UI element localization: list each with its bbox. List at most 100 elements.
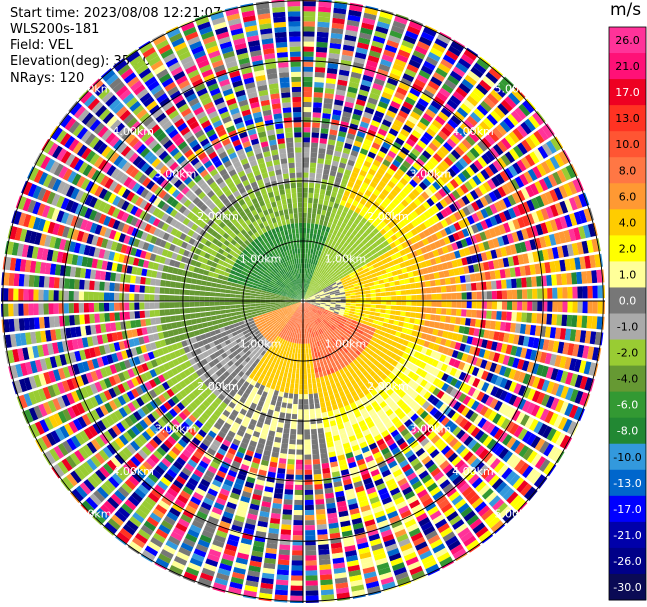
radar-gate xyxy=(236,552,250,560)
radar-gate xyxy=(364,258,371,264)
radar-gate xyxy=(426,197,435,207)
radar-gate xyxy=(348,335,354,341)
radar-gate xyxy=(305,580,318,586)
radar-gate xyxy=(345,164,354,172)
radar-gate xyxy=(272,339,277,346)
radar-gate xyxy=(317,288,323,293)
radar-gate xyxy=(329,394,335,401)
radar-gate xyxy=(376,301,382,305)
radar-gate xyxy=(450,316,456,324)
radar-gate xyxy=(334,145,343,153)
radar-gate xyxy=(252,493,262,501)
radar-gate xyxy=(205,520,218,530)
radar-gate xyxy=(317,287,322,292)
radar-gate xyxy=(368,340,376,346)
radar-gate xyxy=(418,181,428,191)
radar-gate xyxy=(352,359,359,366)
radar-gate xyxy=(306,318,309,324)
radar-gate xyxy=(320,402,326,408)
radar-gate xyxy=(300,343,303,349)
radar-gate xyxy=(365,392,373,400)
radar-gate xyxy=(370,327,376,333)
radar-gate xyxy=(289,315,294,321)
radar-gate xyxy=(332,355,338,362)
radar-gate xyxy=(256,525,268,533)
radar-gate xyxy=(420,437,430,447)
radar-gate xyxy=(546,140,557,154)
radar-gate xyxy=(305,301,311,304)
radar-gate xyxy=(393,566,407,576)
radar-gate xyxy=(328,277,334,282)
radar-gate xyxy=(476,391,485,402)
radar-gate xyxy=(522,301,528,311)
radar-gate xyxy=(275,316,281,321)
radar-gate xyxy=(86,411,96,424)
radar-gate xyxy=(304,302,309,307)
radar-gate xyxy=(225,349,232,356)
radar-gate xyxy=(305,289,309,295)
radar-gate xyxy=(578,193,588,208)
radar-gate xyxy=(212,439,222,448)
radar-gate xyxy=(289,362,294,369)
radar-gate xyxy=(81,414,92,426)
radar-gate xyxy=(176,551,190,562)
radar-gate xyxy=(326,260,331,267)
radar-gate xyxy=(314,305,320,309)
radar-gate xyxy=(347,220,354,227)
radar-gate xyxy=(333,150,342,158)
radar-gate xyxy=(330,280,336,285)
radar-gate xyxy=(111,514,124,527)
radar-gate xyxy=(340,296,346,299)
radar-gate xyxy=(503,392,513,404)
radar-gate xyxy=(325,302,331,304)
radar-gate xyxy=(537,301,543,312)
radar-gate xyxy=(343,39,356,47)
radar-gate xyxy=(283,317,288,322)
radar-gate xyxy=(137,484,150,495)
radar-gate xyxy=(361,116,371,124)
radar-gate xyxy=(250,322,256,328)
radar-gate xyxy=(346,133,356,140)
radar-gate xyxy=(248,565,261,573)
radar-gate xyxy=(331,372,337,379)
radar-gate xyxy=(476,379,485,390)
radar-gate xyxy=(338,130,347,138)
radar-gate xyxy=(587,223,596,237)
radar-gate xyxy=(558,231,567,244)
radar-gate xyxy=(131,471,143,483)
radar-gate xyxy=(134,452,145,464)
radar-gate xyxy=(341,269,348,275)
radar-gate xyxy=(196,464,206,474)
radar-gate xyxy=(351,229,358,236)
radar-gate xyxy=(513,425,524,438)
radar-gate xyxy=(377,567,391,576)
radar-gate xyxy=(326,314,332,319)
radar-gate xyxy=(536,110,546,123)
radar-gate xyxy=(449,340,457,349)
radar-gate xyxy=(498,447,509,460)
radar-gate xyxy=(505,344,513,355)
radar-gate xyxy=(382,417,391,425)
radar-gate xyxy=(114,437,125,449)
radar-gate xyxy=(322,113,331,120)
radar-gate xyxy=(450,164,461,175)
radar-gate xyxy=(517,203,526,215)
radar-gate xyxy=(327,512,338,519)
radar-gate xyxy=(524,324,532,335)
radar-gate xyxy=(390,254,397,261)
radar-gate xyxy=(37,437,48,451)
radar-gate xyxy=(357,221,365,228)
radar-gate xyxy=(363,317,369,322)
radar-gate xyxy=(416,512,428,523)
radar-gate xyxy=(210,544,223,553)
radar-gate xyxy=(410,426,420,436)
radar-gate xyxy=(397,338,405,345)
radar-gate xyxy=(330,466,340,473)
radar-gate xyxy=(589,254,596,268)
radar-gate xyxy=(531,276,537,287)
radar-gate xyxy=(314,77,325,83)
radar-gate xyxy=(507,220,516,232)
radar-gate xyxy=(372,159,382,168)
radar-gate xyxy=(335,334,341,340)
radar-gate xyxy=(222,335,229,342)
